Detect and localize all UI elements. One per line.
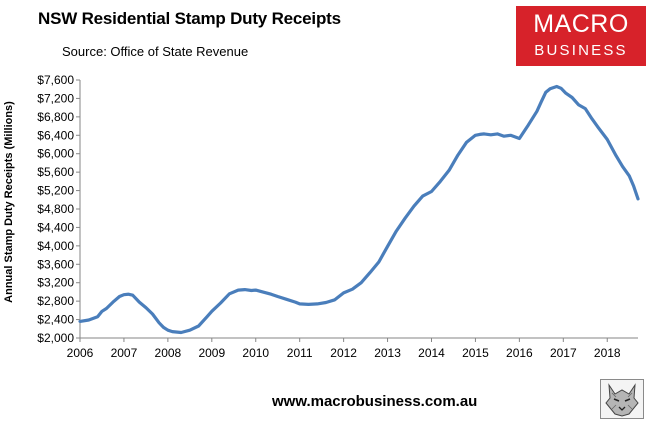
x-tick-label: 2010 [242, 346, 269, 360]
y-tick-label: $6,800 [37, 110, 74, 124]
y-tick-label: $3,200 [37, 276, 74, 290]
y-tick-label: $4,800 [37, 202, 74, 216]
chart-title: NSW Residential Stamp Duty Receipts [38, 9, 341, 28]
y-tick-label: $3,600 [37, 257, 74, 271]
y-tick-label: $5,600 [37, 165, 74, 179]
y-tick-label: $2,000 [37, 331, 74, 345]
y-tick-label: $6,000 [37, 147, 74, 161]
y-tick-label: $7,200 [37, 91, 74, 105]
x-tick-label: 2009 [198, 346, 225, 360]
logo-line-1: MACRO [533, 10, 629, 38]
x-tick-label: 2013 [374, 346, 401, 360]
logo-line-2: BUSINESS [534, 42, 628, 59]
x-tick-label: 2011 [287, 346, 313, 360]
x-tick-label: 2017 [550, 346, 577, 360]
chart-axes [79, 80, 638, 339]
x-tick-label: 2016 [506, 346, 533, 360]
y-tick-label: $5,200 [37, 184, 74, 198]
x-tick-label: 2012 [330, 346, 357, 360]
plot-area [78, 84, 640, 335]
x-tick-label: 2007 [111, 346, 138, 360]
website-url: www.macrobusiness.com.au [272, 393, 478, 410]
chart-subtitle: Source: Office of State Revenue [62, 44, 249, 59]
y-tick-label: $7,600 [37, 73, 74, 87]
x-tick-label: 2015 [462, 346, 489, 360]
y-tick-label: $4,000 [37, 239, 74, 253]
y-tick-label: $4,400 [37, 220, 74, 234]
x-tick-label: 2006 [67, 346, 94, 360]
y-axis-label-text: Annual Stamp Duty Receipts (Millions) [3, 101, 15, 303]
y-tick-label: $6,400 [37, 128, 74, 142]
macro-business-logo: MACRO BUSINESS [516, 6, 646, 66]
x-tick-label: 2018 [594, 346, 621, 360]
y-tick-label: $2,800 [37, 294, 74, 308]
y-tick-label: $2,400 [37, 313, 74, 327]
x-tick-label: 2014 [418, 346, 445, 360]
x-tick-label: 2008 [155, 346, 182, 360]
wolf-emblem-icon [600, 379, 644, 419]
x-axis-ticks: 2006 2007 2008 2009 2010 2011 2012 2013 2014 2015… [67, 338, 621, 360]
y-axis-ticks: $2,000 $2,400 $2,800 $3,200 $3,600 $4,000 $4,4… [37, 73, 80, 345]
series-line [78, 84, 640, 335]
